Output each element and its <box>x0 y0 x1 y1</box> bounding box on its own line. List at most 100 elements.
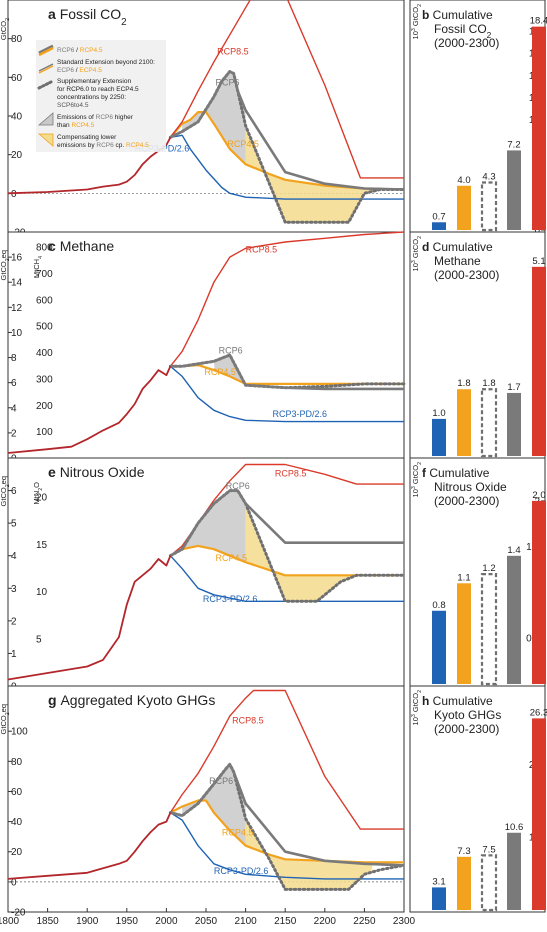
bar-rcp26 <box>432 418 446 456</box>
series-hist <box>7 812 172 880</box>
panel-title: a Fossil CO2 <box>48 6 127 28</box>
legend-supp-2: for RCP6.0 to reach ECP4.5 <box>57 86 139 93</box>
y-tick-label: 2 <box>11 616 17 627</box>
y-tick-label: 80 <box>11 757 23 768</box>
label-rcp26: RCP3-PD/2.6 <box>214 866 269 876</box>
bar-value-label: 7.2 <box>507 139 520 150</box>
y-tick-label: 40 <box>11 817 23 828</box>
bar-rcp85 <box>532 266 546 456</box>
bar-value-label: 4.0 <box>457 175 470 186</box>
bar-value-label: 2.0 <box>532 490 545 501</box>
series-rcp85 <box>169 689 404 830</box>
legend-std-items: ECP6 / ECP4.5 <box>57 67 102 74</box>
panel-title: g Aggregated Kyoto GHGs <box>48 692 215 708</box>
y-tick-label: 16 <box>11 253 23 264</box>
y-tick-label: 6 <box>11 378 17 389</box>
y-axis-label: GtCO2 <box>0 18 11 40</box>
y-tick-label: 80 <box>11 34 23 45</box>
y-tick-label: -20 <box>11 908 26 919</box>
x-tick-label: 2000 <box>155 916 178 927</box>
series-rcp6 <box>170 353 404 391</box>
legend-swatch-ecp6 <box>38 63 54 72</box>
y-tick-label: 6 <box>11 486 17 497</box>
legend-supp-3: concentrations by 2250: <box>57 94 126 101</box>
label-rcp85: RCP8.5 <box>217 46 249 56</box>
panel-title-line2: Fossil CO2 <box>434 22 492 40</box>
x-tick-label: 2250 <box>353 916 376 927</box>
bar-rcp85 <box>532 26 546 231</box>
panel-period: (2000-2300) <box>434 722 499 736</box>
y-tick-label: 20 <box>11 150 23 161</box>
legend-swatch-rcp6 <box>38 44 54 55</box>
bar-value-label: 1.4 <box>507 545 520 556</box>
panel-title-line2: Nitrous Oxide <box>434 480 507 494</box>
legend-supp-4: SCP6to4.5 <box>57 102 89 109</box>
y-tick-label: 100 <box>11 727 28 738</box>
series-rcp85 <box>169 231 405 367</box>
x-tick-label: 2200 <box>314 916 337 927</box>
legend-supp-1: Supplementary Extension <box>57 78 131 85</box>
y-tick-label: 8 <box>11 353 17 364</box>
inner-tick-label: 5 <box>36 634 42 645</box>
y-tick-label: 12 <box>11 303 23 314</box>
bar-rcp6 <box>507 150 521 230</box>
bar-value-label: 18.4 <box>530 16 547 27</box>
x-tick-label: 1950 <box>116 916 139 927</box>
bar-value-label: 26.3 <box>530 707 547 718</box>
y-axis-label: GtCO2eq <box>0 250 11 280</box>
bar-value-label: 3.1 <box>432 876 445 887</box>
bar-rcp45 <box>457 856 471 910</box>
x-tick-label: 2300 <box>393 916 416 927</box>
x-tick-label: 2150 <box>274 916 297 927</box>
bar-supp <box>480 388 498 458</box>
bar-supp <box>480 181 498 232</box>
inner-tick-label: 20 <box>36 493 48 504</box>
y-tick-label: 20 <box>11 847 23 858</box>
legend-swatch-rcp45 <box>38 46 54 57</box>
series-rcp26 <box>170 134 404 200</box>
bar-value-label: 1.8 <box>482 378 495 389</box>
bar-value-label: 7.3 <box>457 846 470 857</box>
y-tick-label: 4 <box>11 403 17 414</box>
panel-title: c Methane <box>48 238 114 254</box>
panel-title: f Cumulative <box>422 466 490 480</box>
label-rcp6: RCP6 <box>226 481 250 491</box>
bar-value-label: 10.6 <box>505 822 524 833</box>
panel-title: b Cumulative <box>422 8 493 22</box>
fill-gray <box>182 490 246 563</box>
y-tick-label: 60 <box>11 73 23 84</box>
label-rcp6: RCP6 <box>209 776 233 786</box>
legend: RCP6 / RCP4.5 Standard Extension beyond 2… <box>36 40 166 152</box>
bar-rcp45 <box>457 185 471 230</box>
bar-rcp26 <box>432 610 446 684</box>
panel-period: (2000-2300) <box>434 36 499 50</box>
y-axis-label: 103 GtCO2 <box>411 4 423 40</box>
y-tick-label: 1 <box>11 649 17 660</box>
bar-rcp26 <box>432 222 446 230</box>
legend-std-title: Standard Extension beyond 2100: <box>57 59 155 66</box>
bar-rcp85 <box>532 500 546 684</box>
y-axis-label: GtCO2eq <box>0 704 11 734</box>
inner-tick-label: 700 <box>36 269 53 280</box>
series-rcp6 <box>169 489 404 557</box>
y-tick-label: 2 <box>11 428 17 439</box>
legend-emis-2: than RCP4.5 <box>57 122 95 129</box>
bar-value-label: 0.8 <box>432 600 445 611</box>
legend-swatch-yellow-fill <box>37 133 54 147</box>
series-rcp45 <box>169 111 405 191</box>
x-tick-label: 1800 <box>0 916 20 927</box>
bar-value-label: 1.2 <box>482 563 495 574</box>
fill-gray <box>213 355 242 382</box>
label-rcp85: RCP8.5 <box>246 244 278 254</box>
label-rcp45: RCP4.5 <box>216 553 248 563</box>
panel-title: d Cumulative <box>422 240 493 254</box>
y-tick-label: 3 <box>11 584 17 595</box>
series-rcp45 <box>169 544 404 577</box>
legend-swatch-ecp45 <box>38 65 54 74</box>
label-rcp85: RCP8.5 <box>232 715 264 725</box>
series-rcp6 <box>170 763 405 867</box>
